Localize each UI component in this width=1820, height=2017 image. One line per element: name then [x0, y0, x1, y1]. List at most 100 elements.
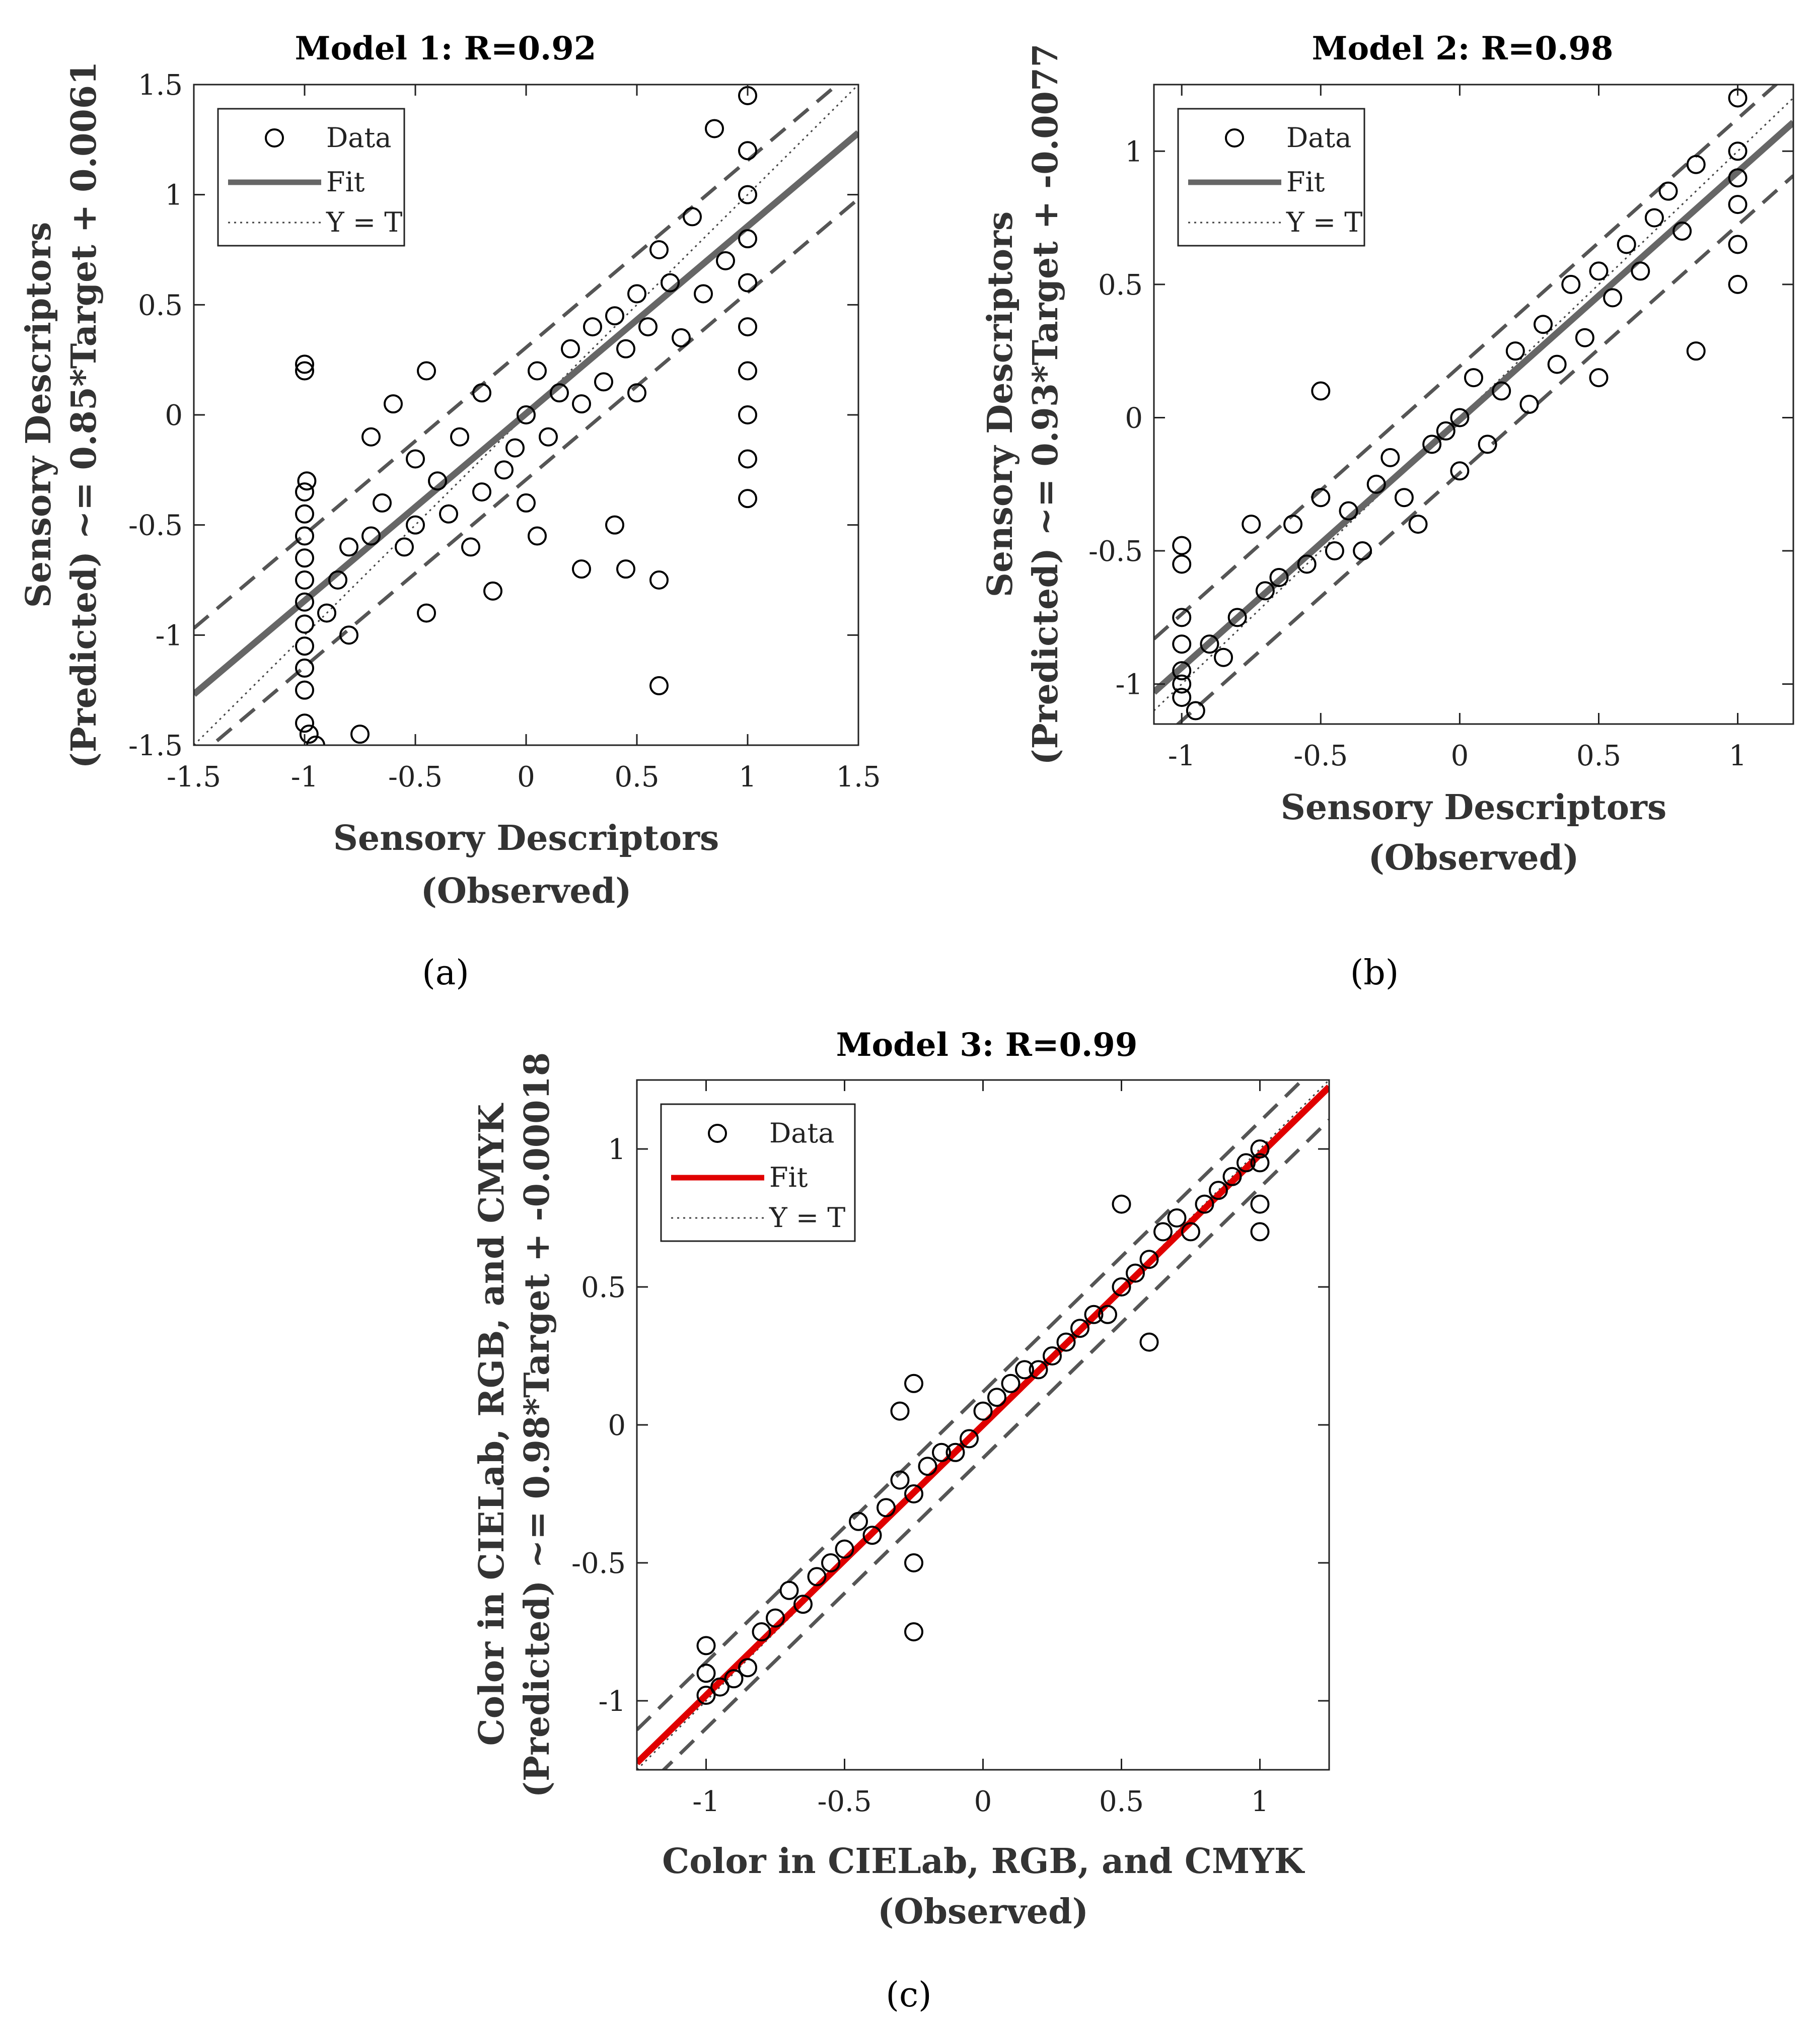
data-point [350, 725, 370, 744]
x-tick-label: 1.5 [836, 761, 881, 794]
data-point [295, 361, 314, 381]
data-point [1139, 1332, 1159, 1352]
y-tick-label: 0.5 [1098, 269, 1143, 302]
fit-line [194, 130, 858, 697]
x-tick-label: 0 [517, 761, 535, 794]
panel-title: Model 1: R=0.92 [295, 30, 597, 67]
data-point [605, 515, 624, 535]
y-tick-label: -0.5 [1088, 535, 1143, 568]
data-point [738, 317, 757, 337]
y-equals-t-line [194, 85, 858, 745]
data-point [299, 725, 319, 744]
data-point [1575, 328, 1594, 347]
data-point [1311, 488, 1331, 508]
data-point [849, 1511, 868, 1531]
legend-yt-label: Y = T [1286, 206, 1362, 238]
data-point [406, 449, 425, 469]
data-point [406, 515, 425, 535]
data-point [638, 317, 658, 337]
data-point [627, 383, 646, 403]
data-point [738, 489, 757, 509]
data-point [738, 273, 757, 293]
x-axis-label: (Observed) [1368, 838, 1579, 878]
data-point [1250, 1194, 1270, 1214]
data-point [361, 526, 381, 546]
x-tick-label: -1.5 [167, 761, 221, 794]
upper-bound-line [637, 1080, 1305, 1732]
data-point [738, 361, 757, 381]
y-axis-label: Sensory Descriptors [980, 211, 1021, 597]
data-point [295, 354, 314, 374]
data-point [1561, 274, 1581, 294]
data-point [295, 570, 314, 590]
data-point [1172, 674, 1192, 694]
data-point [1029, 1360, 1048, 1380]
data-point [904, 1484, 923, 1503]
data-point [1353, 541, 1372, 561]
data-point [1366, 474, 1386, 494]
data-point [594, 372, 613, 392]
x-tick-label: 1 [1729, 740, 1747, 772]
data-point [1450, 408, 1470, 427]
data-point [1153, 1222, 1173, 1242]
data-point [428, 471, 447, 491]
lower-bound-line [661, 1119, 1329, 1770]
data-point [738, 185, 757, 204]
data-point [295, 713, 314, 733]
legend-data-label: Data [769, 1117, 834, 1149]
panel-caption: (b) [1350, 953, 1399, 993]
data-point [1167, 1208, 1187, 1228]
data-point [1589, 261, 1609, 281]
y-tick-label: 0 [1125, 402, 1143, 435]
y-tick-label: 1 [165, 179, 183, 212]
x-tick-label: 1 [1251, 1785, 1269, 1818]
data-point [696, 1636, 716, 1655]
y-tick-label: -1.5 [128, 730, 183, 762]
data-point [1380, 448, 1400, 467]
data-point [1112, 1277, 1131, 1296]
x-tick-label: 0.5 [614, 761, 659, 794]
data-point [696, 1686, 716, 1705]
data-point [1325, 541, 1344, 561]
data-point [733, 32, 750, 49]
data-point [373, 493, 392, 513]
panel-b: Model 2: R=0.98 -1 -0.5 0 0.5 1 -1 -0.5 0 0.5 1 Sen… [980, 30, 1794, 993]
data-point [710, 1677, 730, 1697]
legend-box [660, 1103, 856, 1242]
data-point [1519, 395, 1539, 414]
y-tick-label: -1 [598, 1685, 626, 1718]
data-point [1728, 274, 1748, 294]
data-point [528, 526, 547, 546]
data-point [461, 537, 480, 557]
legend: Data Fit Y = T [660, 1103, 856, 1242]
data-point [821, 1553, 840, 1572]
data-point [1603, 288, 1623, 308]
data-point [1311, 381, 1331, 401]
data-point [779, 1580, 799, 1600]
data-point [1686, 341, 1706, 361]
data-point [494, 460, 514, 480]
x-tick-label: -1 [1168, 740, 1196, 772]
data-point [605, 306, 624, 326]
data-point [1728, 235, 1748, 254]
data-point [987, 1388, 1006, 1407]
data-point [1214, 647, 1233, 667]
y-axis-label: (Predicted) ~= 0.98*Target + -0.00018 [517, 1052, 557, 1797]
data-point [738, 229, 757, 249]
y-tick-label: 1.5 [138, 69, 183, 102]
data-point [1339, 501, 1358, 521]
x-tick-label: 0.5 [1576, 740, 1621, 772]
data-point [295, 548, 314, 568]
y-axis-label: Color in CIELab, RGB, and CMYK [472, 1103, 512, 1746]
panel-title: Model 2: R=0.98 [1312, 30, 1614, 67]
legend-data-label: Data [326, 122, 391, 154]
data-point [395, 537, 414, 557]
plot-area [637, 1080, 1329, 1770]
data-point [1172, 536, 1192, 555]
fit-line [637, 1085, 1329, 1766]
data-point [1172, 554, 1192, 574]
data-point [472, 482, 491, 502]
data-point [1186, 701, 1205, 721]
data-point [1139, 1250, 1159, 1269]
data-point [616, 339, 635, 358]
